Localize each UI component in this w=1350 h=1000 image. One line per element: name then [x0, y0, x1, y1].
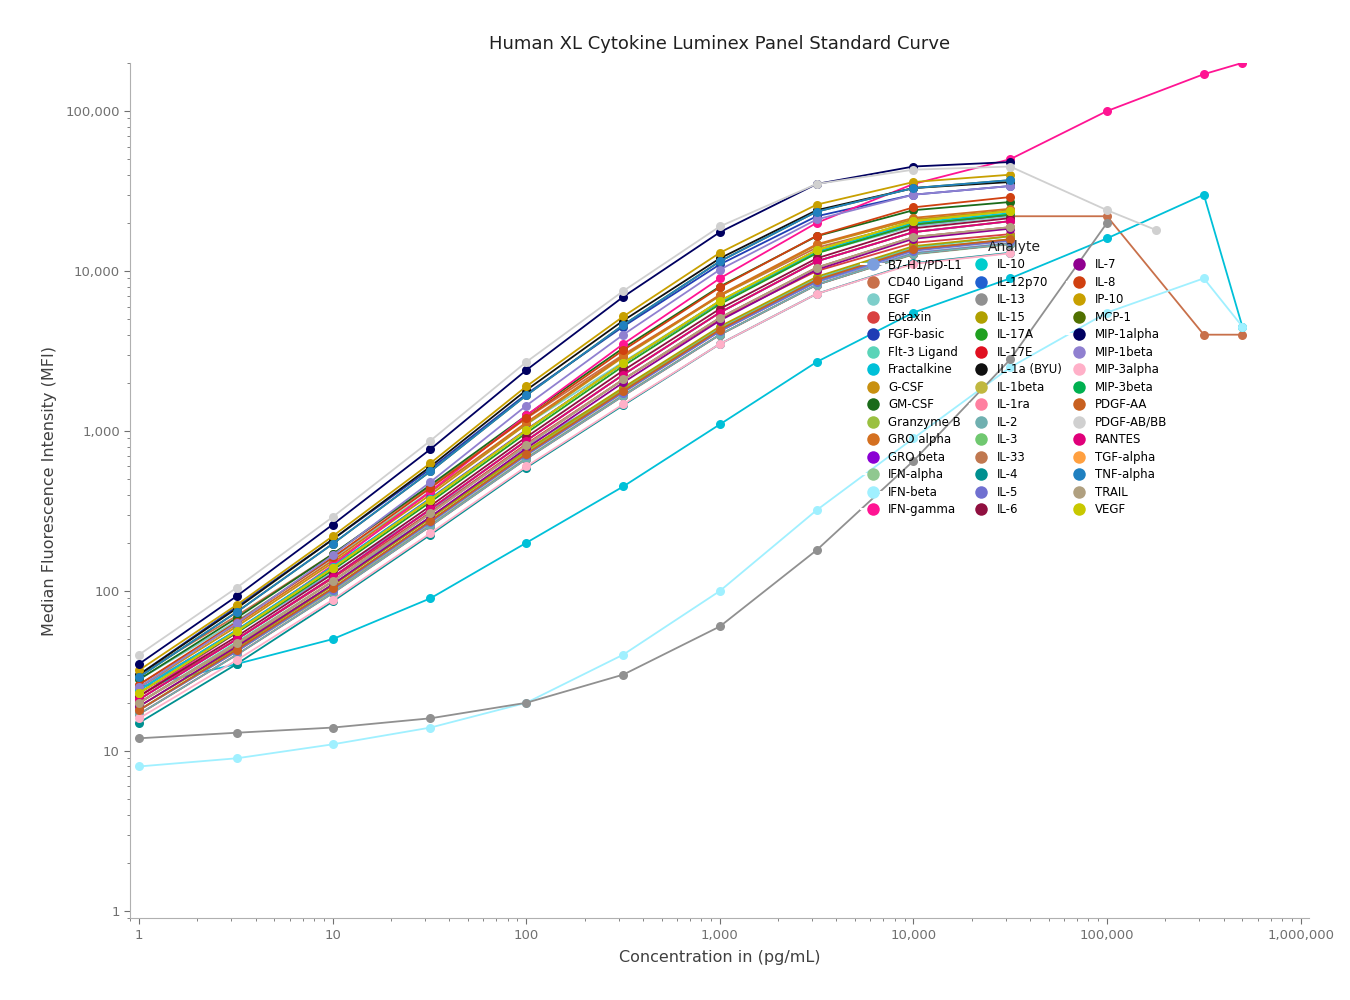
X-axis label: Concentration in (pg/mL): Concentration in (pg/mL): [618, 950, 821, 965]
Y-axis label: Median Fluorescence Intensity (MFI): Median Fluorescence Intensity (MFI): [42, 346, 57, 636]
Title: Human XL Cytokine Luminex Panel Standard Curve: Human XL Cytokine Luminex Panel Standard…: [489, 35, 950, 53]
Legend: B7-H1/PD-L1, CD40 Ligand, EGF, Eotaxin, FGF-basic, Flt-3 Ligand, Fractalkine, G-: B7-H1/PD-L1, CD40 Ligand, EGF, Eotaxin, …: [861, 240, 1166, 516]
